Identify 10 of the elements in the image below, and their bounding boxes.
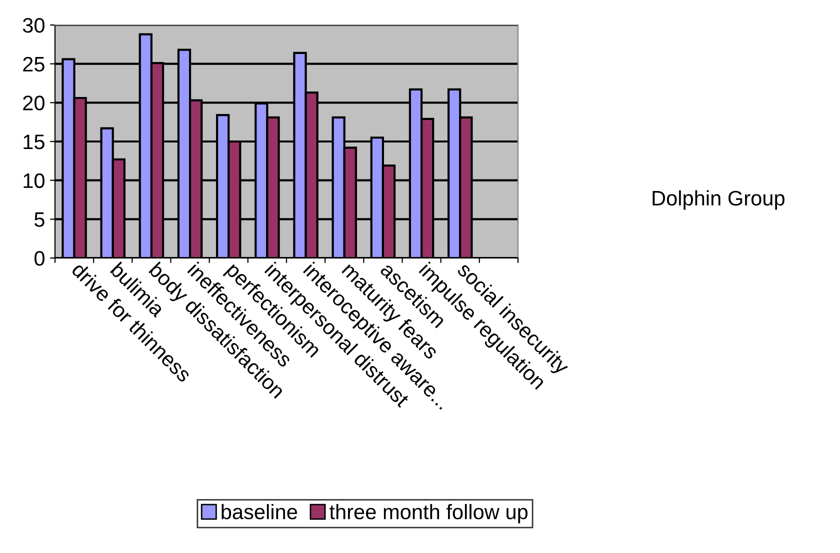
y-tick-label: 10 (24, 173, 44, 188)
y-tick-label: 25 (23, 56, 44, 72)
legend-label: three month follow up (330, 504, 528, 524)
y-tick-label: 0 (34, 251, 44, 266)
legend-label: baseline (222, 504, 298, 520)
y-tick-label: 20 (23, 96, 44, 110)
y-tick-label: 30 (22, 18, 44, 33)
y-tick-label: 5 (34, 212, 44, 227)
text: Dolphin Group (652, 190, 784, 210)
y-tick-label: 15 (24, 134, 44, 150)
